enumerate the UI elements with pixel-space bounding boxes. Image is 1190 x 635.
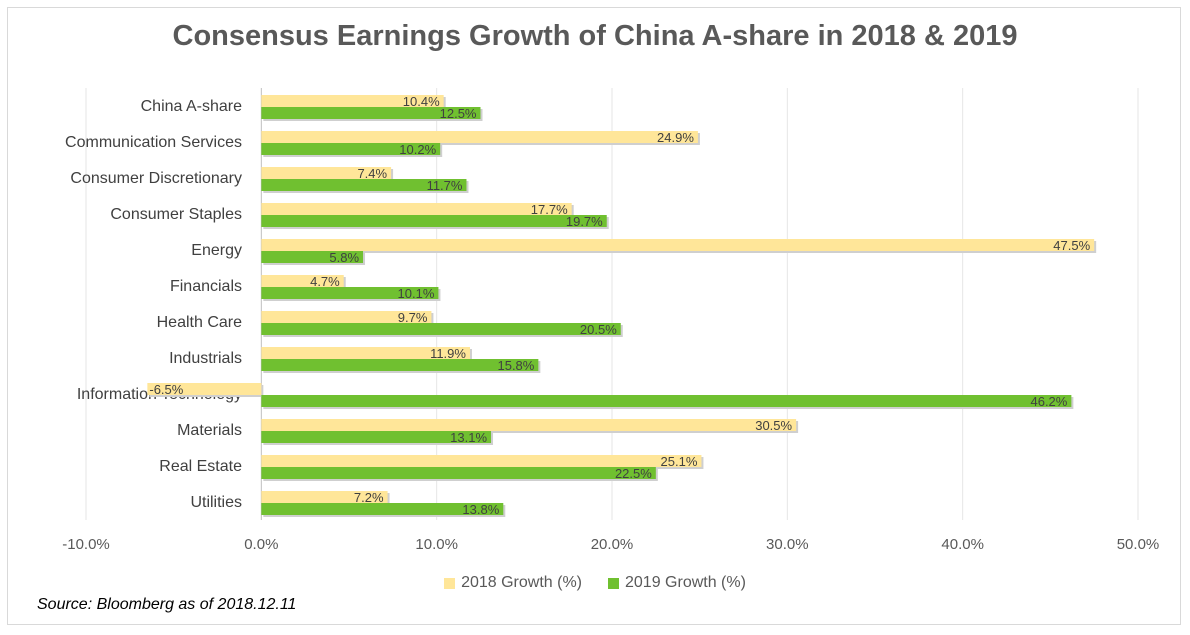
bar-2019 [261,287,439,299]
data-label: 5.8% [329,250,359,265]
bar-2018 [261,275,344,287]
bar-2019 [261,179,467,191]
data-label: 46.2% [1030,394,1067,409]
category-label: Consumer Discretionary [70,170,242,187]
x-tick-label: -10.0% [62,536,110,553]
bar-2019 [261,215,607,227]
bar-2018 [261,239,1095,251]
data-label: 4.7% [310,274,340,289]
legend-swatch-2018 [444,577,456,589]
legend-label-2018: 2018 Growth (%) [461,574,582,591]
legend-item-2018: 2018 Growth (%) [444,574,582,592]
data-label: 13.8% [462,502,499,517]
data-label: 47.5% [1053,238,1090,253]
bar-2019 [261,359,539,371]
data-label: 12.5% [440,106,477,121]
legend: 2018 Growth (%) 2019 Growth (%) [0,574,1190,592]
bar-2018 [261,347,470,359]
x-tick-label: 10.0% [415,536,458,553]
data-label: 7.2% [354,490,384,505]
data-label: 24.9% [657,130,694,145]
data-label: 11.9% [430,346,466,361]
category-label: Materials [177,422,242,439]
category-label: Financials [170,278,242,295]
bar-2018 [261,95,444,107]
data-label: 20.5% [580,322,617,337]
bar-2019 [261,107,481,119]
category-label: Utilities [190,494,242,511]
x-tick-label: 50.0% [1117,536,1160,553]
x-tick-label: 40.0% [941,536,984,553]
bar-2019 [261,431,492,443]
category-label: Communication Services [65,134,242,151]
category-label: China A-share [141,98,242,115]
data-label: 10.4% [403,94,440,109]
bar-2019 [261,323,621,335]
legend-swatch-2019 [608,577,619,589]
category-label: Real Estate [159,458,242,475]
chart-title: Consensus Earnings Growth of China A-sha… [172,20,1018,52]
bar-2019 [261,251,364,263]
data-label: 13.1% [450,430,487,445]
bar-2019 [261,467,656,479]
data-label: 15.8% [497,358,534,373]
bar-2018 [261,491,388,503]
data-label: 9.7% [398,310,428,325]
bar-2018 [261,311,432,323]
x-tick-label: 20.0% [591,536,634,553]
bar-2018 [147,383,262,395]
bar-2018 [261,455,702,467]
data-label: 17.7% [531,202,568,217]
bar-2019 [261,143,441,155]
data-label: 19.7% [566,214,603,229]
source-note: Source: Bloomberg as of 2018.12.11 [37,596,297,613]
x-tick-label: 0.0% [244,536,278,553]
data-label: 30.5% [755,418,792,433]
category-label: Consumer Staples [110,206,242,223]
data-label: 11.7% [427,178,463,193]
category-label: Industrials [169,350,242,367]
bar-2019 [261,503,504,515]
category-label: Energy [191,242,242,259]
data-label: 25.1% [661,454,698,469]
bar-2018 [261,419,797,431]
x-tick-label: 30.0% [766,536,809,553]
bar-2019 [261,395,1072,407]
legend-item-2019: 2019 Growth (%) [608,574,746,592]
bar-2018 [261,131,698,143]
bar-2018 [261,203,572,215]
data-label: 10.1% [398,286,435,301]
legend-label-2019: 2019 Growth (%) [625,574,746,591]
data-label: 7.4% [357,166,387,181]
chart-frame [7,7,1181,625]
data-label: 10.2% [399,142,436,157]
category-label: Health Care [157,314,242,331]
data-label: -6.5% [149,382,183,397]
data-label: 22.5% [615,466,652,481]
bar-2018 [261,167,392,179]
